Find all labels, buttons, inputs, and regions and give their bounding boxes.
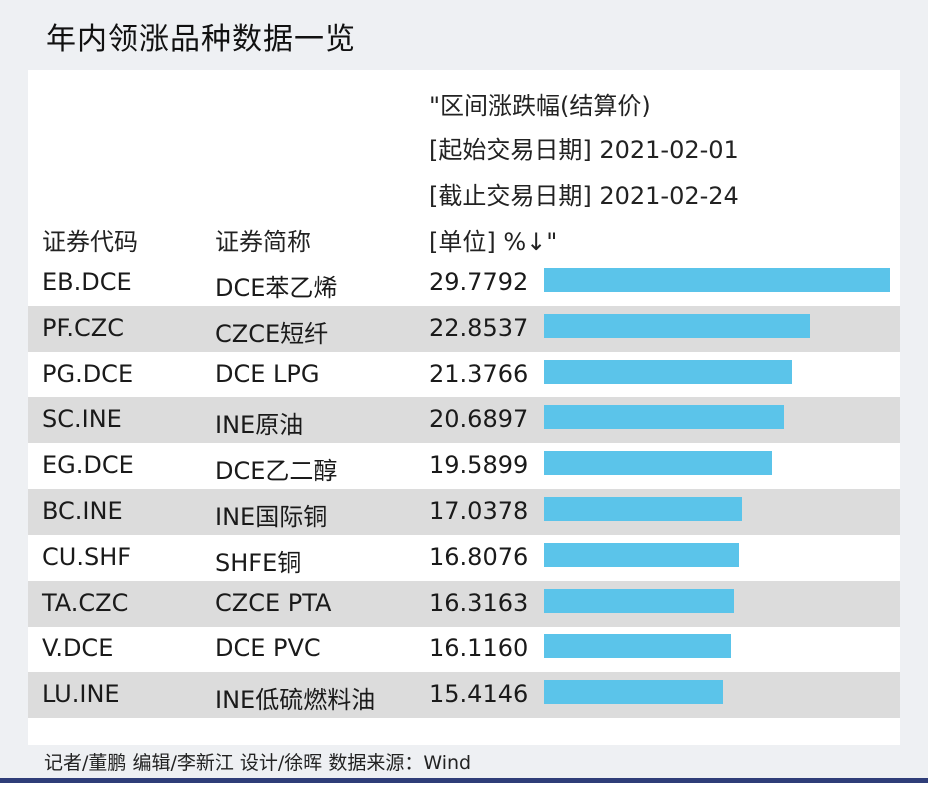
page-title: 年内领涨品种数据一览 [46,22,356,57]
row-name: DCE苯乙烯 [215,274,338,302]
column-header-name: 证券简称 [215,228,311,256]
row-code: V.DCE [42,634,114,663]
row-value-label: 19.5899 [429,451,529,480]
row-value-label: 21.3766 [429,359,529,388]
table-row: EB.DCE DCE苯乙烯 29.7792 [28,260,900,306]
table-row: LU.INE INE低硫燃料油 15.4146 [28,672,900,719]
value-bar [544,497,742,521]
value-bar [544,359,793,384]
value-bar [544,542,740,567]
table-row: V.DCE DCE PVC 16.1160 [28,626,900,672]
row-value-label: 17.0378 [429,497,529,525]
header-line-unit: [单位] %↓" [429,228,558,256]
row-code: TA.CZC [42,588,129,617]
row-code: CU.SHF [42,542,132,571]
row-value-label: 16.3163 [429,588,529,617]
row-code: BC.INE [42,497,123,525]
row-value-label: 16.1160 [429,634,529,663]
bottom-accent-line [0,778,928,783]
row-code: PG.DCE [42,359,134,388]
table-row: TA.CZC CZCE PTA 16.3163 [28,580,900,627]
value-bar [544,634,732,659]
row-code: PF.CZC [42,313,125,342]
row-name: INE国际铜 [215,503,328,531]
row-value-label: 29.7792 [429,268,529,296]
value-bar [544,313,810,338]
table-row: CU.SHF SHFE铜 16.8076 [28,535,900,581]
row-name: INE低硫燃料油 [215,686,376,715]
table-row: EG.DCE DCE乙二醇 19.5899 [28,443,900,489]
row-code: SC.INE [42,405,122,434]
row-name: DCE PVC [215,634,321,663]
row-name: CZCE短纤 [215,319,329,348]
row-value-label: 22.8537 [429,313,529,342]
value-bar [544,588,734,613]
table-row: PF.CZC CZCE短纤 22.8537 [28,305,900,352]
value-bar [544,680,724,705]
column-header-code: 证券代码 [42,228,138,256]
row-value-label: 20.6897 [429,405,529,434]
header-line-end-date: [截止交易日期] 2021-02-24 [429,182,739,210]
row-value-label: 15.4146 [429,680,529,709]
value-bar [544,405,785,430]
row-name: CZCE PTA [215,588,332,617]
value-bar [544,268,890,292]
header-line-metric: "区间涨跌幅(结算价) [429,92,651,120]
header-line-start-date: [起始交易日期] 2021-02-01 [429,136,739,164]
row-code: LU.INE [42,680,120,709]
row-code: EG.DCE [42,451,134,480]
row-code: EB.DCE [42,268,132,296]
row-value-label: 16.8076 [429,542,529,571]
row-name: DCE LPG [215,359,320,388]
table-row: PG.DCE DCE LPG 21.3766 [28,352,900,398]
table-row: BC.INE INE国际铜 17.0378 [28,489,900,535]
row-name: DCE乙二醇 [215,457,338,486]
row-name: SHFE铜 [215,548,302,577]
row-name: INE原油 [215,411,304,440]
credits-footer: 记者/董鹏 编辑/李新江 设计/徐晖 数据来源：Wind [44,752,472,774]
table-row: SC.INE INE原油 20.6897 [28,397,900,444]
value-bar [544,451,772,476]
